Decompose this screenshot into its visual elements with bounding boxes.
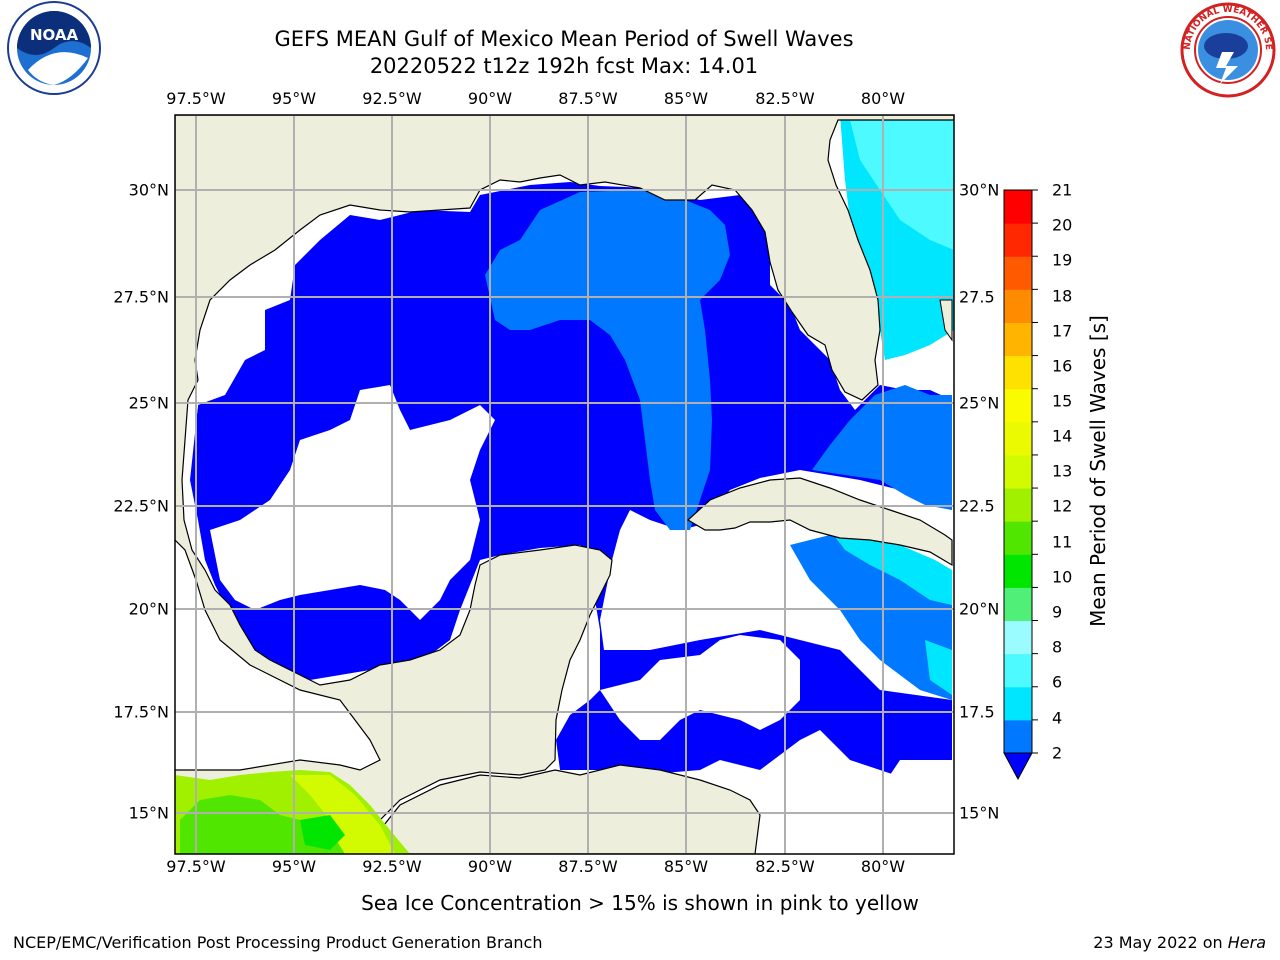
colorbar-frame (1003, 189, 1033, 754)
colorbar-tick: 17 (1052, 321, 1073, 341)
colorbar-bin (1004, 653, 1032, 688)
lat-tick-left: 25°N (128, 393, 169, 413)
colorbar-tick: 2 (1052, 743, 1063, 763)
swell-field-10s (300, 815, 345, 850)
colorbar-bin (1004, 421, 1032, 456)
map-frame (174, 114, 955, 855)
colorbar-bin (1004, 355, 1032, 390)
footer-date: 23 May 2022 on Hera (1093, 933, 1266, 952)
colorbar-tick: 16 (1052, 356, 1073, 376)
lon-tick-bottom: 82.5°W (755, 857, 815, 876)
lon-tick-bottom: 90°W (467, 857, 513, 876)
colorbar-bin (1004, 587, 1032, 622)
colorbar-label: Mean Period of Swell Waves [s] (1086, 315, 1110, 627)
lon-tick-bottom: 87.5°W (558, 857, 618, 876)
colorbar-bin (1004, 554, 1032, 588)
lat-tick-left: 22.5°N (113, 496, 169, 516)
lat-tick-right: 27.5 (959, 287, 995, 307)
colorbar (1003, 189, 1038, 781)
lon-tick-bottom: 80°W (860, 857, 906, 876)
swell-field-8s (850, 115, 954, 250)
colorbar-bin (1004, 521, 1032, 555)
lat-tick-left: 15°N (128, 803, 169, 823)
colorbar-tick: 10 (1052, 567, 1073, 587)
lon-tick-top: 87.5°W (558, 89, 618, 108)
swell-field-6s-c (925, 640, 952, 695)
lat-tick-left: 20°N (128, 599, 169, 619)
lat-tick-right: 22.5 (959, 496, 995, 516)
sea-ice-note: Sea Ice Concentration > 15% is shown in … (361, 891, 919, 915)
colorbar-tick: 18 (1052, 286, 1073, 306)
svg-text:NOAA: NOAA (30, 26, 79, 44)
land-bahamas (939, 299, 953, 342)
noaa-logo-icon: NOAA (7, 1, 101, 95)
lon-tick-top: 92.5°W (362, 89, 422, 108)
land-central-america (379, 764, 761, 854)
colorbar-bin (1004, 388, 1032, 423)
colorbar-tick: 13 (1052, 461, 1073, 481)
colorbar-extension (1003, 752, 1033, 781)
lon-tick-bottom: 92.5°W (362, 857, 422, 876)
colorbar-tick: 4 (1052, 708, 1063, 728)
lat-tick-right: 30°N (959, 180, 1000, 200)
lon-tick-bottom: 97.5°W (166, 857, 226, 876)
colorbar-bin (1004, 190, 1032, 224)
colorbar-bin (1004, 256, 1032, 290)
nodata-caribbean-se (760, 730, 952, 854)
colorbar-tick: 21 (1052, 180, 1073, 200)
colorbar-bin (1004, 719, 1032, 754)
colorbar-bin (1004, 620, 1032, 655)
lon-tick-top: 80°W (860, 89, 906, 108)
graticule (175, 115, 954, 854)
colorbar-tick: 14 (1052, 426, 1073, 446)
nws-logo-icon: NATIONAL WEATHER SERVICE (1176, 0, 1276, 98)
swell-field-13s (290, 775, 395, 854)
swell-field-6s-b (830, 530, 952, 605)
colorbar-tick: 6 (1052, 672, 1063, 692)
lat-tick-right: 17.5 (959, 702, 995, 722)
swell-field-4s (485, 190, 730, 530)
lon-tick-top: 82.5°W (755, 89, 815, 108)
lat-tick-left: 27.5°N (113, 287, 169, 307)
lat-tick-left: 30°N (128, 180, 169, 200)
nodata-western-gulf (210, 385, 495, 620)
lat-tick-right: 15°N (959, 803, 1000, 823)
swell-field-11s (180, 795, 345, 854)
lon-tick-top: 90°W (467, 89, 513, 108)
colorbar-bin (1004, 488, 1032, 522)
lat-tick-left: 17.5°N (113, 702, 169, 722)
colorbar-bin (1004, 223, 1032, 257)
colorbar-tick: 8 (1052, 637, 1063, 657)
nodata-yucatan-channel (600, 635, 800, 740)
chart-title: GEFS MEAN Gulf of Mexico Mean Period of … (274, 27, 854, 51)
colorbar-bin (1004, 322, 1032, 357)
land-cuba (686, 477, 953, 567)
chart-subtitle: 20220522 t12z 192h fcst Max: 14.01 (369, 54, 759, 78)
colorbar-tick: 19 (1052, 250, 1073, 270)
lat-tick-right: 25°N (959, 393, 1000, 413)
colorbar-bin (1004, 686, 1032, 721)
footer-credit: NCEP/EMC/Verification Post Processing Pr… (13, 933, 543, 952)
lon-tick-top: 97.5°W (166, 89, 226, 108)
colorbar-tick: 12 (1052, 496, 1073, 516)
lon-tick-bottom: 85°W (663, 857, 709, 876)
lon-tick-top: 85°W (663, 89, 709, 108)
lat-tick-right: 20°N (959, 599, 1000, 619)
colorbar-tick: 11 (1052, 532, 1073, 552)
colorbar-bin (1004, 454, 1032, 489)
colorbar-tick: 20 (1052, 215, 1073, 235)
colorbar-tick: 15 (1052, 391, 1073, 411)
lon-tick-top: 95°W (271, 89, 317, 108)
colorbar-bin (1004, 289, 1032, 323)
colorbar-tick: 9 (1052, 602, 1063, 622)
lon-tick-bottom: 95°W (271, 857, 317, 876)
